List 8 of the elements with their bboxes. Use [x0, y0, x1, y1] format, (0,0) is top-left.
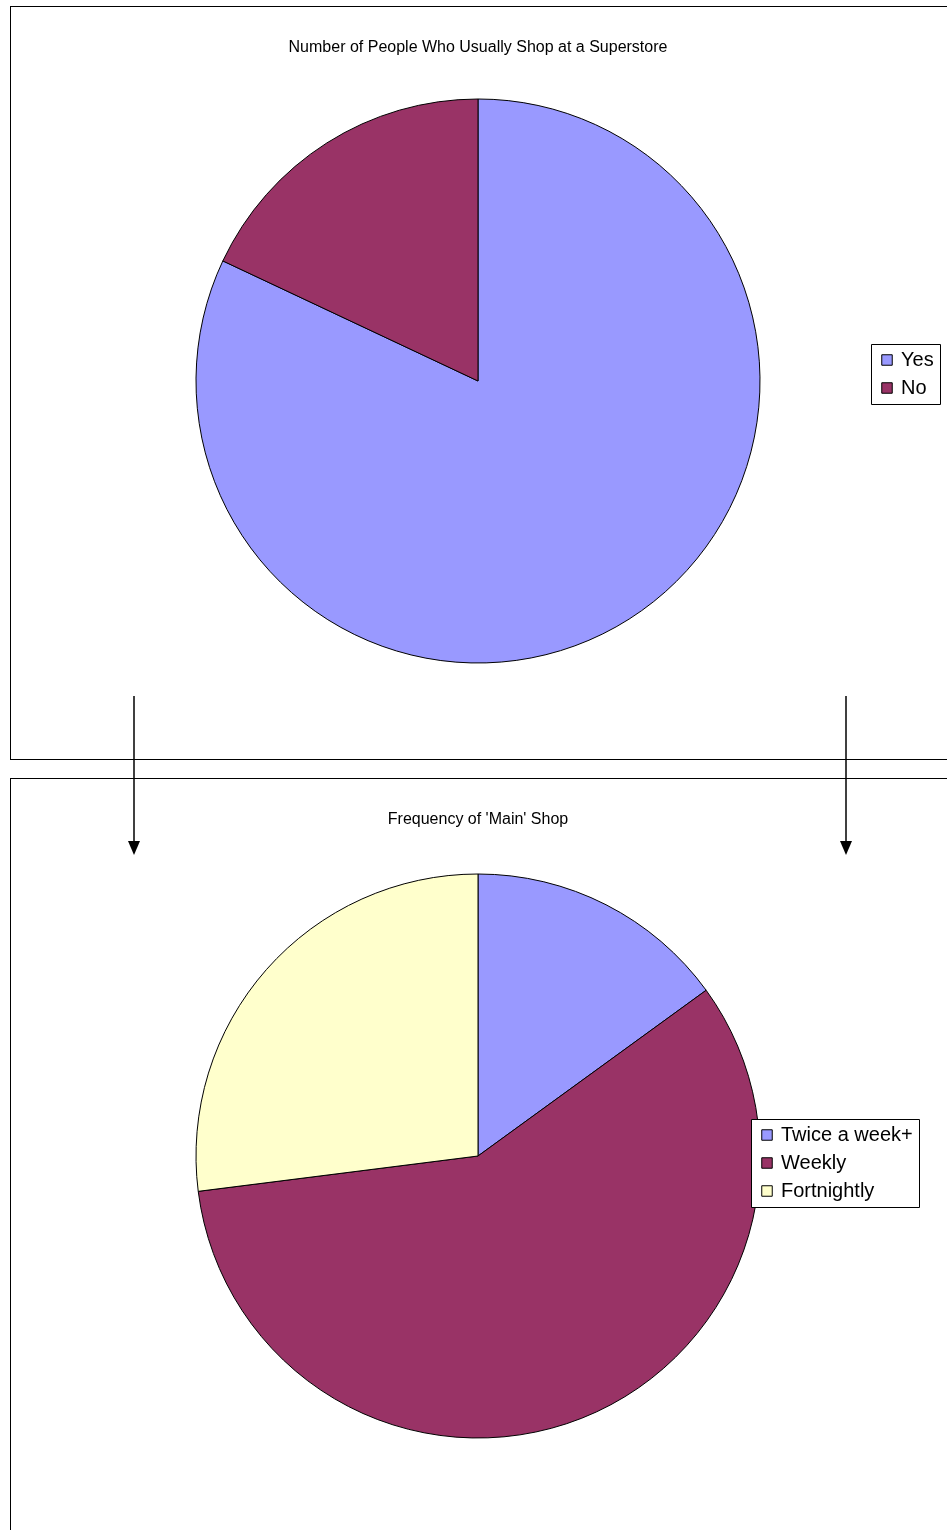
legend-label: Twice a week+	[781, 1123, 913, 1145]
legend-label: Yes	[901, 348, 934, 370]
legend-label: No	[901, 376, 927, 398]
legend-label: Fortnightly	[781, 1179, 875, 1201]
legend-label: Weekly	[781, 1151, 847, 1173]
chart-title: Frequency of 'Main' Shop	[387, 810, 569, 827]
pie-slice	[195, 98, 761, 664]
chart-title: Number of People Who Usually Shop at a Superstore	[288, 38, 668, 55]
